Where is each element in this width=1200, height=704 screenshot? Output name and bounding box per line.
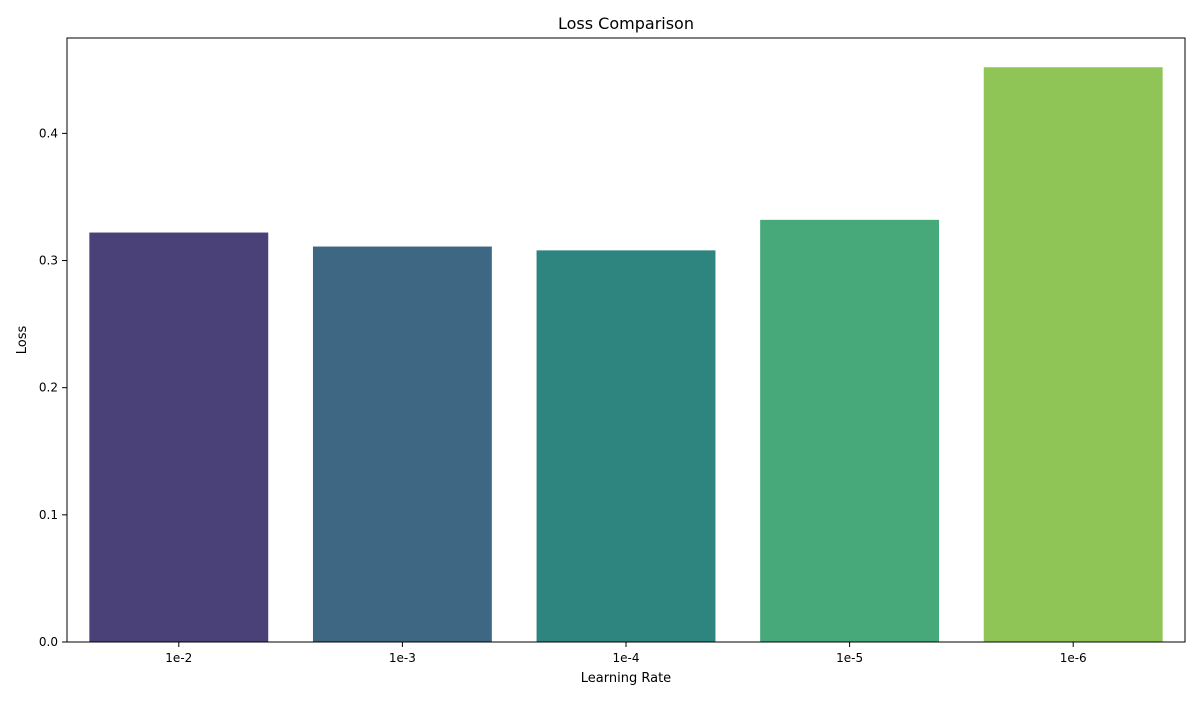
x-axis: 1e-2 1e-3 1e-4 1e-5 1e-6	[165, 642, 1087, 665]
chart-title: Loss Comparison	[558, 14, 694, 33]
y-axis-label: Loss	[15, 326, 30, 355]
bar-1e-2	[89, 232, 269, 642]
x-tick-label: 1e-5	[836, 651, 863, 665]
bar-1e-6	[983, 67, 1163, 642]
x-tick-label: 1e-2	[165, 651, 192, 665]
y-axis: 0.0 0.1 0.2 0.3 0.4	[39, 126, 67, 649]
y-tick-label: 0.3	[39, 254, 58, 268]
bar-1e-5	[760, 219, 940, 642]
bar-1e-3	[312, 246, 492, 642]
bars-group	[89, 67, 1163, 642]
x-tick-label: 1e-4	[613, 651, 640, 665]
x-tick-label: 1e-6	[1060, 651, 1087, 665]
plot-frame	[66, 37, 1186, 643]
y-tick-label: 0.1	[39, 508, 58, 522]
y-tick-label: 0.2	[39, 381, 58, 395]
x-tick-label: 1e-3	[389, 651, 416, 665]
bar-1e-4	[536, 250, 716, 642]
x-axis-label: Learning Rate	[581, 671, 671, 686]
y-tick-label: 0.4	[39, 126, 58, 140]
y-tick-label: 0.0	[39, 635, 58, 649]
